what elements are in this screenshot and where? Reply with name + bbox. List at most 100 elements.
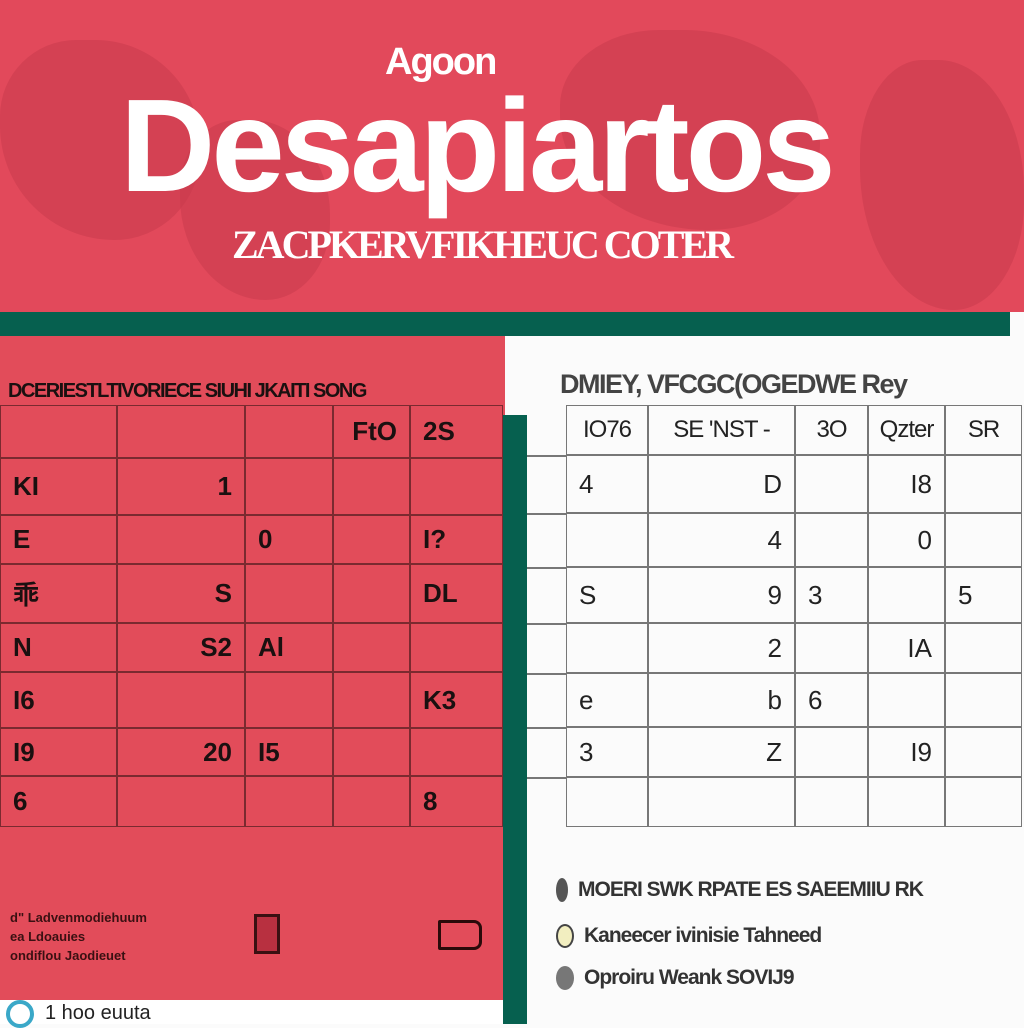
table-cell: K3 <box>410 672 503 728</box>
table-cell: 4 <box>566 455 648 513</box>
table-cell <box>333 515 410 564</box>
left-panel <box>0 336 505 1000</box>
table-cell <box>117 515 245 564</box>
table-cell <box>795 777 868 827</box>
table-cell: e <box>566 673 648 727</box>
table-cell <box>566 777 648 827</box>
banner-title: Desapiartos <box>120 72 836 219</box>
legend-label: Oproiru Weank SOVIJ9 <box>584 966 795 989</box>
legend-item: MOERI SWK RPATE ES SAEEMIIU RK <box>556 878 924 902</box>
legend-label: MOERI SWK RPATE ES SAEEMIIU RK <box>578 878 924 901</box>
table-cell <box>333 623 410 672</box>
note-line: ea Ldoauies <box>10 929 86 944</box>
footer-text: 1 hoo euuta <box>45 1002 151 1024</box>
world-map-shape <box>560 30 820 230</box>
legend-dot-icon <box>556 966 574 990</box>
row-line <box>527 567 567 569</box>
table-cell <box>410 728 503 776</box>
note-line: d" Ladvenmodiehuum <box>10 910 147 925</box>
world-map-shape <box>180 120 330 300</box>
column-header[interactable]: SE 'NST - <box>648 405 795 455</box>
table-cell <box>945 673 1022 727</box>
table-cell: S <box>117 564 245 623</box>
table-cell: S2 <box>117 623 245 672</box>
table-cell: 6 <box>795 673 868 727</box>
column-header[interactable]: SR <box>945 405 1022 455</box>
table-cell <box>795 513 868 567</box>
table-cell <box>868 673 945 727</box>
table-cell <box>566 623 648 673</box>
table-cell: I5 <box>245 728 333 776</box>
table-cell <box>945 623 1022 673</box>
banner-subtitle: ZACPKERVFIKHEUC COTER <box>232 222 734 267</box>
column-header[interactable]: Qzter <box>868 405 945 455</box>
table-cell: 3 <box>795 567 868 623</box>
table-cell <box>795 455 868 513</box>
table-cell <box>0 405 117 458</box>
table-cell <box>410 623 503 672</box>
table-cell: I? <box>410 515 503 564</box>
world-map-shape <box>860 60 1024 310</box>
table-cell <box>117 405 245 458</box>
table-cell <box>245 405 333 458</box>
row-line <box>527 513 567 515</box>
table-cell <box>333 672 410 728</box>
rectangle-icon[interactable] <box>438 920 482 950</box>
table-cell <box>333 458 410 515</box>
table-cell: N <box>0 623 117 672</box>
table-cell <box>245 672 333 728</box>
table-cell <box>868 567 945 623</box>
table-cell: I9 <box>868 727 945 777</box>
right-table-header: DMIEY, VFCGC(OGEDWE Rey <box>560 369 908 399</box>
table-cell: I8 <box>868 455 945 513</box>
column-header[interactable]: 3O <box>795 405 868 455</box>
banner-supertitle: Agoon <box>385 41 497 83</box>
header-banner: Agoon Desapiartos ZACPKERVFIKHEUC COTER <box>0 0 1024 312</box>
table-cell <box>117 672 245 728</box>
left-notes: d" Ladvenmodiehuum ea Ldoauies ondiflou … <box>10 908 147 965</box>
table-cell <box>333 564 410 623</box>
table-cell: 3 <box>566 727 648 777</box>
left-table-header: DCERIESTLTIVORIECE SIUHI JKAITI SONG <box>8 380 367 402</box>
table-cell: 20 <box>117 728 245 776</box>
table-cell <box>410 458 503 515</box>
legend-dot-icon <box>556 924 574 948</box>
table-cell: DL <box>410 564 503 623</box>
table-cell: 2 <box>648 623 795 673</box>
legend-item: Kaneecer ivinisie Tahneed <box>556 924 822 948</box>
table-cell <box>795 623 868 673</box>
document-icon[interactable] <box>254 914 280 954</box>
table-cell <box>945 513 1022 567</box>
table-cell: I6 <box>0 672 117 728</box>
table-cell <box>945 777 1022 827</box>
divider-bar <box>0 312 1010 336</box>
column-header[interactable]: IO76 <box>566 405 648 455</box>
table-cell: KI <box>0 458 117 515</box>
table-cell: 0 <box>245 515 333 564</box>
table-cell <box>868 777 945 827</box>
legend-label: Kaneecer ivinisie Tahneed <box>584 924 822 947</box>
table-cell: E <box>0 515 117 564</box>
table-cell <box>117 776 245 827</box>
table-cell: I9 <box>0 728 117 776</box>
table-cell <box>245 458 333 515</box>
table-cell <box>245 776 333 827</box>
table-cell: 6 <box>0 776 117 827</box>
vertical-divider <box>503 415 527 1024</box>
table-cell <box>333 728 410 776</box>
table-cell: 2S <box>410 405 503 458</box>
table-cell: D <box>648 455 795 513</box>
world-map-shape <box>0 40 200 240</box>
table-cell: 4 <box>648 513 795 567</box>
table-cell: 5 <box>945 567 1022 623</box>
table-cell <box>945 727 1022 777</box>
table-cell <box>245 564 333 623</box>
table-cell: 9 <box>648 567 795 623</box>
row-line <box>527 777 567 779</box>
row-line <box>527 673 567 675</box>
legend-dot-icon <box>556 878 568 902</box>
table-cell: Al <box>245 623 333 672</box>
row-line <box>527 727 567 729</box>
table-cell: S <box>566 567 648 623</box>
table-cell: Z <box>648 727 795 777</box>
